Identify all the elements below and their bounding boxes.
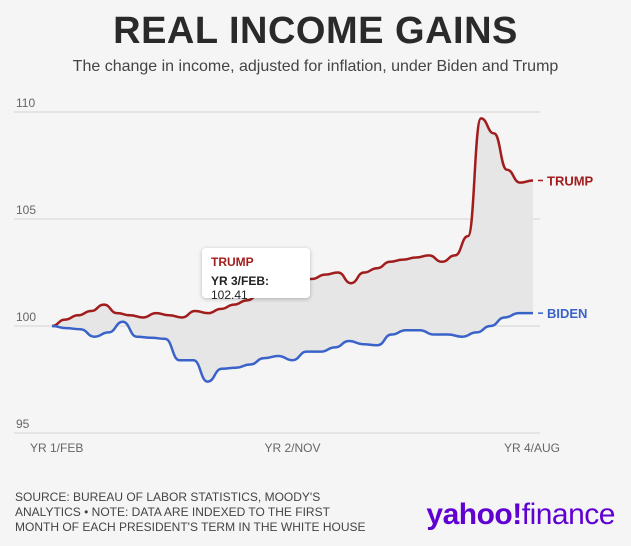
yahoo-finance-logo: yahoo!finance [426, 498, 615, 532]
tooltip: TRUMP YR 3/FEB: 102.41 [202, 248, 310, 302]
y-tick-label: 110 [16, 96, 35, 110]
x-tick-labels: YR 1/FEB YR 2/NOV YR 4/AUG [30, 441, 560, 455]
series-label: TRUMP [547, 173, 594, 188]
logo-yahoo: yahoo [426, 498, 513, 531]
x-tick-label: YR 4/AUG [504, 441, 560, 455]
series-labels: TRUMP BIDEN [538, 173, 594, 321]
y-tick-label: 95 [16, 417, 30, 431]
tooltip-key: YR 3/FEB: [211, 274, 270, 288]
source-note: SOURCE: BUREAU OF LABOR STATISTICS, MOOD… [15, 490, 366, 534]
x-tick-label: YR 2/NOV [264, 441, 320, 455]
series-label: BIDEN [547, 306, 587, 321]
y-tick-label: 100 [16, 310, 36, 324]
y-tick-label: 105 [16, 203, 36, 217]
x-tick-label: YR 1/FEB [30, 441, 83, 455]
y-tick-labels: 95 100 105 110 [16, 96, 36, 431]
logo-finance: finance [521, 498, 616, 531]
tooltip-series: TRUMP [211, 255, 254, 269]
series-line-biden [51, 311, 533, 383]
chart-title: REAL INCOME GAINS [113, 10, 518, 52]
tooltip-value: 102.41 [211, 288, 248, 302]
logo-slash: ! [512, 498, 522, 531]
chart-subtitle: The change in income, adjusted for infla… [72, 58, 559, 75]
